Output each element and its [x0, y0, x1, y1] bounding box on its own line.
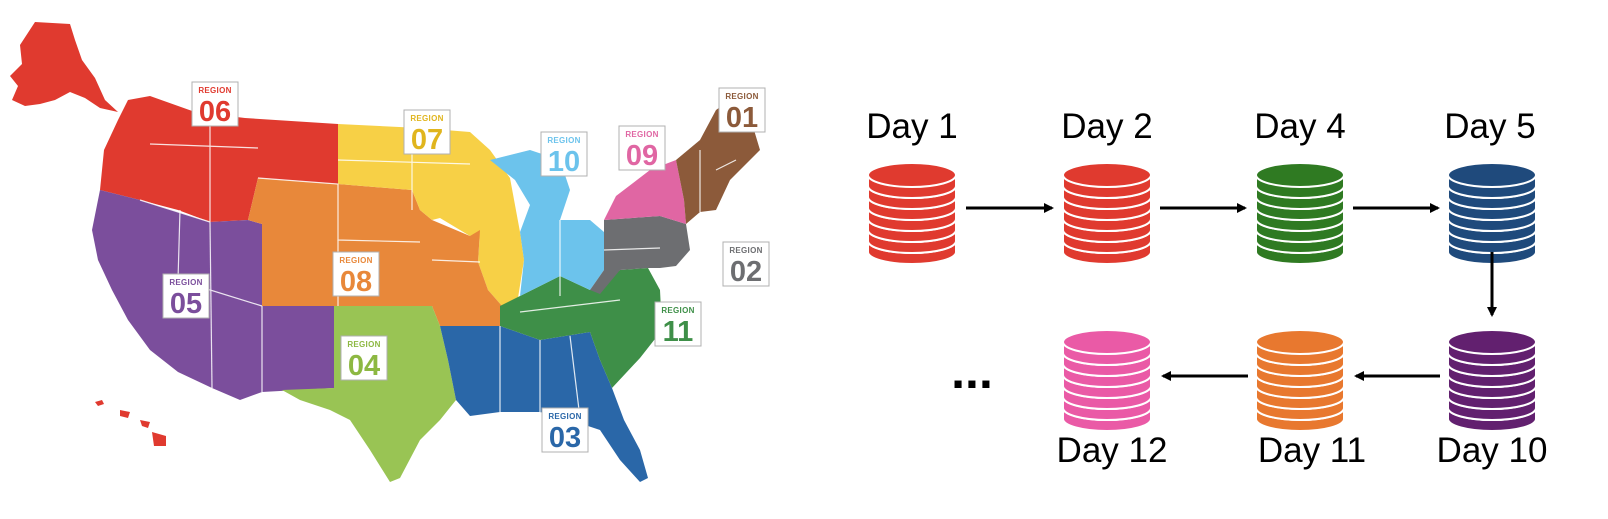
region-label-05-box	[162, 273, 210, 319]
day-label-12: Day 12	[1057, 431, 1168, 470]
region-08-area	[248, 178, 432, 306]
region-label-06-box	[191, 81, 239, 127]
region-label-06: REGION 06	[191, 81, 239, 128]
database-day-2	[1062, 162, 1152, 265]
database-day-10	[1447, 329, 1537, 432]
snapshot-timeline: Day 1 Day 2 Day 4 Day 5 Day 10 Day 11 Da…	[866, 107, 1547, 470]
region-label-01-box	[718, 87, 766, 133]
day-label-4: Day 4	[1254, 107, 1345, 146]
region-label-11-word: REGION	[661, 306, 694, 315]
database-layer-top	[1447, 162, 1537, 188]
database-day-11	[1255, 329, 1345, 432]
region-05-area	[92, 190, 334, 400]
database-layer-top	[1062, 162, 1152, 188]
region-label-11-number: 11	[663, 316, 694, 348]
region-label-03-word: REGION	[548, 412, 581, 421]
region-06-alaska	[10, 22, 118, 112]
region-10-area	[490, 150, 604, 296]
database-layer-top	[1255, 329, 1345, 355]
region-label-04-number: 04	[348, 350, 380, 382]
region-label-02-box	[722, 241, 770, 287]
region-label-07: REGION 07	[403, 109, 451, 156]
region-label-06-word: REGION	[198, 86, 231, 95]
region-label-08: REGION 08	[332, 251, 380, 298]
region-03-area	[440, 326, 648, 482]
database-layer-top	[1447, 329, 1537, 355]
region-label-04-box	[340, 335, 388, 381]
region-label-10-box	[540, 131, 588, 177]
region-label-08-word: REGION	[339, 256, 372, 265]
region-09-area	[604, 160, 686, 224]
region-label-09-box	[618, 125, 666, 171]
database-day-4	[1255, 162, 1345, 265]
region-label-07-number: 07	[411, 124, 443, 156]
day-label-2: Day 2	[1061, 107, 1152, 146]
database-layer-top	[1062, 329, 1152, 355]
region-label-03-box	[541, 407, 589, 453]
region-label-04: REGION 04	[340, 335, 388, 382]
region-label-11-box	[654, 301, 702, 347]
region-label-02-word: REGION	[729, 246, 762, 255]
database-day-5	[1447, 162, 1537, 265]
region-label-01-word: REGION	[725, 92, 758, 101]
day-label-10: Day 10	[1437, 431, 1548, 470]
region-09-hawaii	[95, 400, 166, 446]
region-06-area	[100, 96, 338, 222]
region-label-05: REGION 05	[162, 273, 210, 320]
region-08-area-east	[432, 220, 502, 326]
day-label-11: Day 11	[1258, 431, 1366, 470]
region-02-area	[590, 216, 690, 294]
region-label-05-number: 05	[170, 288, 202, 320]
region-label-03: REGION 03	[541, 407, 589, 454]
database-layer-top	[867, 162, 957, 188]
region-label-10-number: 10	[548, 146, 580, 178]
database-day-12	[1062, 329, 1152, 432]
region-label-09-word: REGION	[625, 130, 658, 139]
region-04-area	[282, 306, 456, 482]
database-day-1	[867, 162, 957, 265]
region-07-area-il	[478, 230, 524, 306]
database-layer-top	[1255, 162, 1345, 188]
region-label-10: REGION 10	[540, 131, 588, 178]
region-label-02: REGION 02	[722, 241, 770, 288]
region-07-area	[338, 124, 520, 244]
region-label-07-word: REGION	[410, 114, 443, 123]
region-label-09-number: 09	[626, 140, 658, 172]
region-label-08-number: 08	[340, 266, 372, 298]
region-label-09: REGION 09	[618, 125, 666, 172]
region-label-05-word: REGION	[169, 278, 202, 287]
region-label-10-word: REGION	[547, 136, 580, 145]
region-label-01: REGION 01	[718, 87, 766, 134]
region-11-area	[500, 268, 662, 388]
region-label-11: REGION 11	[654, 301, 702, 348]
region-label-03-number: 03	[549, 422, 581, 454]
region-label-07-box	[403, 109, 451, 155]
region-label-02-number: 02	[730, 256, 762, 288]
state-boundaries	[139, 120, 737, 419]
region-label-06-number: 06	[199, 96, 231, 128]
day-label-1: Day 1	[866, 107, 957, 146]
day-label-5: Day 5	[1444, 107, 1535, 146]
region-label-04-word: REGION	[347, 340, 380, 349]
region-label-01-number: 01	[726, 102, 758, 134]
region-label-08-box	[332, 251, 380, 297]
us-region-map: REGION 06 REGION 07 REGION 10 REGION 09 …	[10, 22, 770, 482]
ellipsis: ...	[951, 343, 993, 399]
